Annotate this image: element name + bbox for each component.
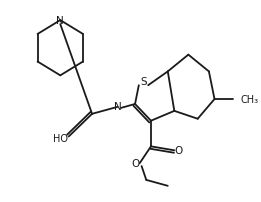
Text: N: N [56,16,64,26]
Text: CH₃: CH₃ [241,95,259,104]
Text: O: O [131,158,139,168]
Text: N: N [114,101,122,111]
Text: O: O [175,146,183,156]
Text: S: S [140,77,147,87]
Text: HO: HO [53,134,68,144]
